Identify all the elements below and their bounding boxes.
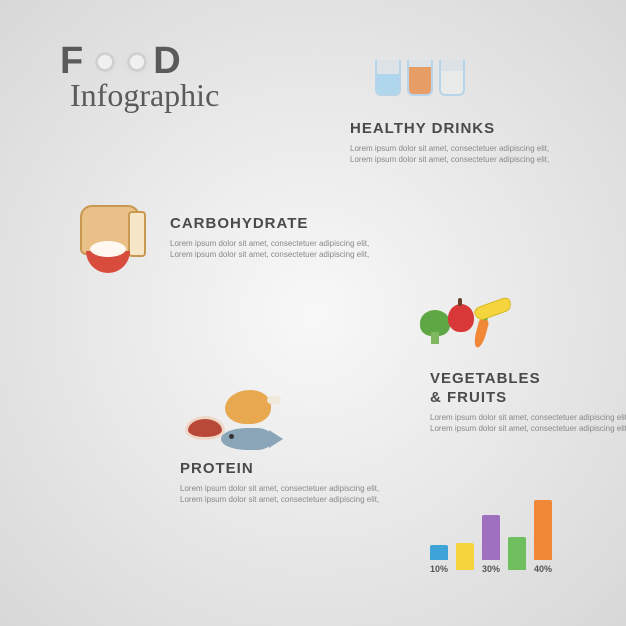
chart-column: 30% [482,515,500,574]
section-body-protein: Lorem ipsum dolor sit amet, consectetuer… [180,483,380,505]
section-body-veg: Lorem ipsum dolor sit amet, consectetuer… [430,412,626,434]
drink-glass-icon [407,60,433,96]
chart-column: 40% [534,500,552,574]
vegfruit-icon-group [420,300,510,360]
section-body-drinks: Lorem ipsum dolor sit amet, consectetuer… [350,143,550,165]
drink-glass-icon [439,60,465,96]
plate-icon [123,48,151,76]
bar-chart: 10% 30% 40% [430,500,552,574]
chart-label: 10% [430,564,448,574]
chart-label: 40% [534,564,552,574]
chart-bar [430,545,448,560]
rice-bowl-icon [86,251,130,273]
section-carbohydrate: CARBOHYDRATE Lorem ipsum dolor sit amet,… [170,215,370,260]
chart-bar [534,500,552,560]
drinks-icon-group [372,60,468,101]
drink-glass-icon [375,60,401,96]
chart-label: 30% [482,564,500,574]
section-title-carb: CARBOHYDRATE [170,215,370,232]
broccoli-icon [420,310,450,336]
section-body-carb: Lorem ipsum dolor sit amet, consectetuer… [170,238,370,260]
banana-icon [473,296,513,322]
chart-column: 10% [430,545,448,574]
plate-icon [91,48,119,76]
fish-icon [221,428,273,450]
chart-bar [482,515,500,560]
steak-icon [185,416,225,440]
section-title-drinks: HEALTHY DRINKS [350,120,550,137]
section-title-veg1: VEGETABLES [430,370,626,387]
chicken-icon [225,390,271,424]
chart-column [456,543,474,574]
section-protein: PROTEIN Lorem ipsum dolor sit amet, cons… [180,460,380,505]
carb-icon-group [80,205,140,273]
chart-column [508,537,526,574]
section-vegetables-fruits: VEGETABLES & FRUITS Lorem ipsum dolor si… [430,370,626,434]
chart-bar [508,537,526,570]
section-title-veg2: & FRUITS [430,389,626,406]
title-subtitle: Infographic [70,77,219,114]
protein-icon-group [185,390,295,460]
carrot-icon [472,317,489,349]
section-title-protein: PROTEIN [180,460,380,477]
apple-icon [448,304,474,332]
section-drinks: HEALTHY DRINKS Lorem ipsum dolor sit ame… [350,120,550,165]
chart-bar [456,543,474,570]
title-block: F D Infographic [60,40,219,114]
